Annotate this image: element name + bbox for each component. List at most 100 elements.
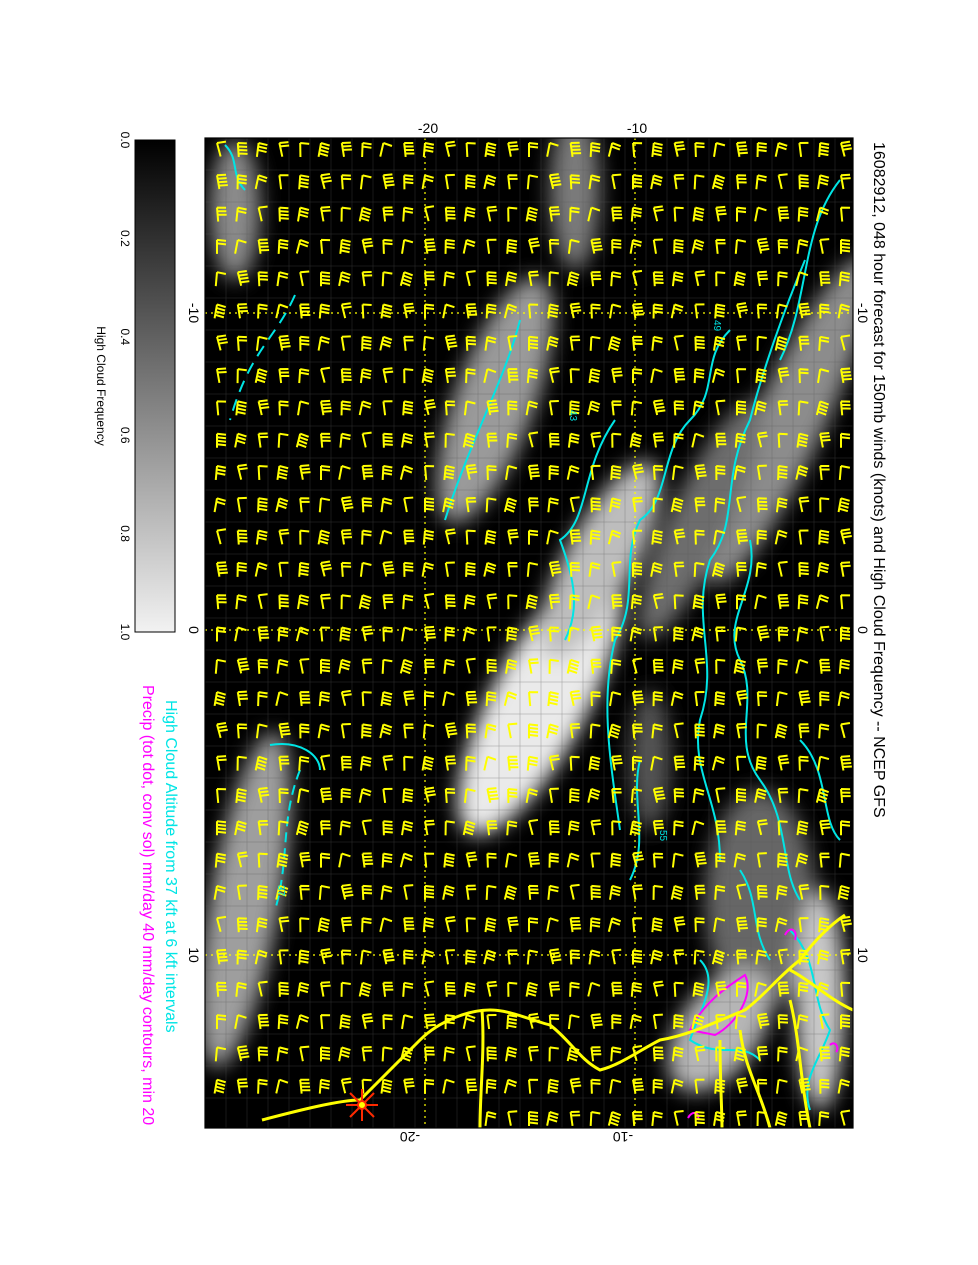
wind-barb-icon <box>548 238 560 254</box>
wind-barb-icon <box>339 1014 351 1030</box>
wind-barb-icon <box>711 949 726 965</box>
wind-barb-icon <box>736 495 747 513</box>
wind-barb-icon <box>486 820 498 836</box>
wind-barb-icon <box>528 497 539 513</box>
wind-barb-icon <box>569 561 581 577</box>
wind-barb-icon <box>422 529 435 545</box>
wind-barb-icon <box>528 852 540 868</box>
wind-barb-icon <box>424 1013 436 1030</box>
wind-barb-icon <box>257 497 268 513</box>
wind-barb-icon <box>317 142 330 157</box>
wind-barb-icon <box>548 787 559 803</box>
wind-barb-icon <box>443 465 455 481</box>
wind-barb-icon <box>525 594 538 610</box>
wind-barb-icon <box>277 238 289 254</box>
wind-barb-icon <box>381 271 393 287</box>
wind-barb-icon <box>422 723 435 739</box>
wind-barb-icon <box>235 788 247 804</box>
wind-barb-icon <box>442 303 455 319</box>
wind-barb-icon <box>569 174 581 190</box>
wind-barb-icon <box>590 238 603 254</box>
wind-barb-icon <box>609 691 622 707</box>
wind-barb-icon <box>295 1014 310 1029</box>
wind-barb-icon <box>299 529 310 545</box>
wind-barb-icon <box>777 271 788 287</box>
wind-barb-icon <box>507 949 518 965</box>
wind-barb-icon <box>486 852 497 868</box>
wind-barb-icon <box>528 270 539 287</box>
wind-barb-icon <box>777 432 788 448</box>
wind-barb-icon <box>358 981 372 997</box>
wind-barb-icon <box>403 496 414 513</box>
wind-barb-icon <box>361 270 373 287</box>
wind-barb-icon <box>403 529 415 545</box>
wind-barb-icon <box>442 497 455 513</box>
wind-barb-icon <box>589 723 601 739</box>
wind-barb-icon <box>278 334 291 351</box>
wind-barb-icon <box>236 949 247 965</box>
wind-barb-icon <box>777 173 788 190</box>
wind-barb-icon <box>257 1013 270 1030</box>
wind-barb-icon <box>713 335 726 351</box>
wind-barb-icon <box>275 691 289 706</box>
wind-barb-icon <box>424 819 435 836</box>
wind-barb-icon <box>629 626 642 642</box>
wind-barb-icon <box>611 206 623 222</box>
wind-barb-icon <box>257 980 268 997</box>
wind-barb-icon <box>484 142 497 158</box>
wind-barb-icon <box>733 658 746 674</box>
wind-barb-icon <box>756 497 768 513</box>
wind-barb-icon <box>840 594 851 610</box>
wind-barb-icon <box>756 658 768 674</box>
wind-barb-icon <box>840 1109 851 1126</box>
wind-barb-icon <box>444 400 456 416</box>
axis-ticks: -20 -10 -20 -20 -10 -10 0 10 -10 0 10 <box>186 120 871 1145</box>
wind-barb-icon <box>590 691 601 707</box>
wind-barb-icon <box>503 497 518 513</box>
wind-barb-icon <box>569 368 580 384</box>
wind-barb-icon <box>694 270 706 287</box>
wind-barb-icon <box>236 1078 248 1094</box>
wind-barb-icon <box>632 496 643 513</box>
wind-barb-icon <box>443 852 455 868</box>
wind-barb-icon <box>486 593 498 610</box>
wind-barb-icon <box>632 690 644 707</box>
wind-barb-icon <box>754 206 767 222</box>
wind-barb-icon <box>507 141 519 157</box>
wind-barb-icon <box>528 1078 539 1094</box>
wind-barb-icon <box>569 529 582 545</box>
wind-barb-icon <box>548 852 559 868</box>
wind-barb-icon <box>255 723 268 739</box>
wind-barb-icon <box>254 368 268 384</box>
wind-barb-icon <box>797 981 809 997</box>
wind-barb-icon <box>214 658 227 674</box>
wind-barb-icon <box>465 142 476 158</box>
wind-barb-icon <box>546 142 559 157</box>
wind-barb-icon <box>528 1045 539 1062</box>
wind-barb-icon <box>694 723 705 739</box>
wind-barb-icon <box>548 271 559 287</box>
wind-barb-icon <box>299 142 310 158</box>
wind-barb-icon <box>507 368 519 384</box>
wind-barb-icon <box>609 884 622 900</box>
wind-barb-icon <box>840 367 852 384</box>
wind-barb-icon <box>819 1078 830 1094</box>
wind-barb-icon <box>236 1045 250 1062</box>
wind-barb-icon <box>361 497 373 513</box>
wind-barb-icon <box>775 1078 788 1094</box>
wind-barb-icon <box>694 497 706 513</box>
wind-barb-icon <box>652 1046 664 1062</box>
wind-barb-icon <box>694 657 706 674</box>
wind-barb-icon <box>694 335 705 351</box>
wind-barb-icon <box>632 142 643 158</box>
wind-barb-icon <box>652 691 663 707</box>
wind-barb-icon <box>339 626 351 642</box>
wind-barb-icon <box>632 755 643 771</box>
wind-barb-icon <box>652 465 664 481</box>
wind-barb-icon <box>673 561 685 577</box>
wind-barb-icon <box>756 270 768 287</box>
wind-barb-icon <box>777 754 790 771</box>
wind-barb-icon <box>840 948 851 965</box>
wind-barb-icon <box>401 626 414 642</box>
